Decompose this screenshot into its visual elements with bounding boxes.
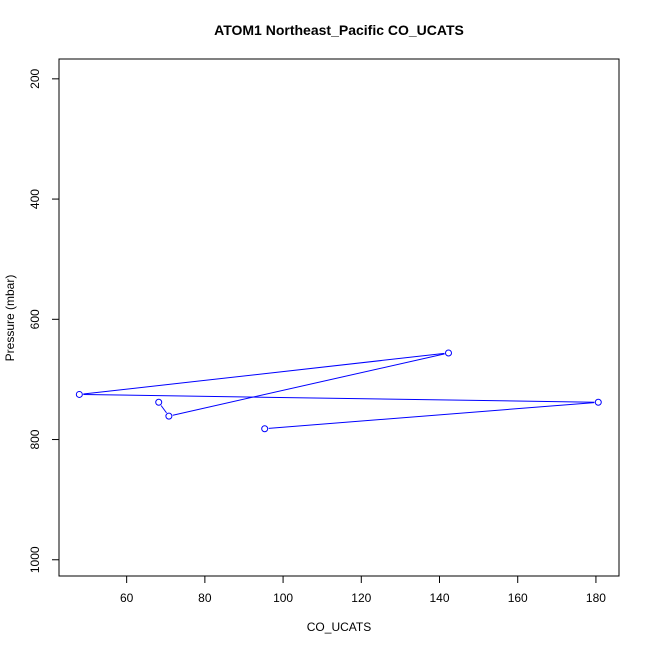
x-tick-label: 180 — [586, 591, 606, 605]
x-tick-label: 80 — [198, 591, 212, 605]
y-tick-label: 600 — [28, 309, 42, 329]
x-axis-label: CO_UCATS — [307, 620, 371, 634]
x-tick-label: 100 — [273, 591, 293, 605]
y-tick-label: 800 — [28, 429, 42, 449]
x-tick-label: 120 — [351, 591, 371, 605]
series-segment — [172, 353, 445, 416]
y-tick-label: 1000 — [28, 546, 42, 573]
series-layer — [75, 349, 602, 433]
data-point — [594, 398, 602, 406]
y-tick-label: 400 — [28, 189, 42, 209]
x-tick-label: 60 — [120, 591, 134, 605]
series-segment — [83, 352, 445, 395]
chart-title: ATOM1 Northeast_Pacific CO_UCATS — [214, 22, 464, 38]
data-point — [165, 412, 173, 420]
y-axis-label: Pressure (mbar) — [3, 275, 17, 362]
series-segment — [160, 405, 167, 414]
y-axis: 200 400 600 800 1000 — [28, 69, 59, 573]
x-tick-label: 160 — [508, 591, 528, 605]
data-point — [75, 390, 83, 398]
x-tick-label: 140 — [429, 591, 449, 605]
y-tick-label: 200 — [28, 69, 42, 89]
data-point — [444, 349, 452, 357]
data-point — [155, 398, 163, 406]
x-axis: 60 80 100 120 140 160 180 — [120, 576, 606, 605]
series-segment — [268, 402, 595, 429]
series-segment — [83, 394, 595, 403]
plot-frame — [58, 58, 620, 577]
data-point — [261, 425, 269, 433]
